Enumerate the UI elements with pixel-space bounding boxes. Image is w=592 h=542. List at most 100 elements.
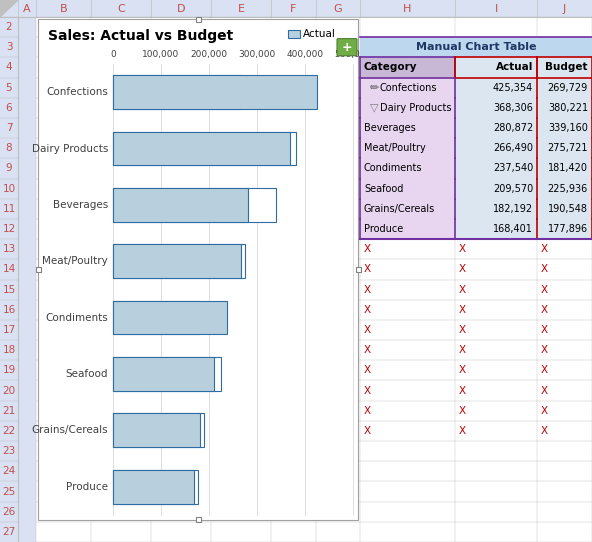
Text: Condiments: Condiments — [364, 164, 423, 173]
Bar — [455, 78, 537, 98]
Bar — [455, 98, 537, 118]
Text: Dairy Products: Dairy Products — [31, 144, 108, 153]
Bar — [360, 37, 592, 57]
Text: X: X — [541, 426, 548, 436]
Text: 237,540: 237,540 — [493, 164, 533, 173]
Text: Beverages: Beverages — [53, 200, 108, 210]
Bar — [0, 421, 18, 441]
Text: X: X — [541, 285, 548, 295]
Text: H: H — [403, 3, 411, 14]
Bar — [0, 0, 592, 17]
Bar — [360, 138, 455, 158]
Bar — [360, 78, 455, 98]
Bar — [0, 178, 18, 199]
Text: X: X — [364, 365, 371, 376]
Bar — [38, 19, 358, 520]
Bar — [0, 219, 18, 239]
Text: ✏: ✏ — [369, 83, 379, 93]
Bar — [113, 470, 194, 504]
Text: X: X — [459, 305, 466, 315]
Text: 209,570: 209,570 — [493, 184, 533, 193]
Text: Grains/Cereals: Grains/Cereals — [364, 204, 435, 214]
Text: 12: 12 — [2, 224, 15, 234]
Text: G: G — [334, 3, 342, 14]
Text: X: X — [459, 365, 466, 376]
Text: 168,401: 168,401 — [493, 224, 533, 234]
Bar — [537, 78, 592, 98]
Text: +: + — [342, 41, 352, 54]
Bar — [0, 501, 18, 522]
Bar — [455, 199, 537, 219]
Bar — [360, 118, 455, 138]
Text: 23: 23 — [2, 446, 15, 456]
Text: 0: 0 — [110, 50, 116, 59]
Bar — [195, 517, 201, 522]
Text: 7: 7 — [6, 123, 12, 133]
Text: 269,729: 269,729 — [548, 83, 588, 93]
Text: 19: 19 — [2, 365, 15, 376]
Bar — [0, 380, 18, 401]
Bar — [113, 132, 295, 165]
Text: X: X — [364, 244, 371, 254]
Bar — [537, 57, 592, 78]
Text: 24: 24 — [2, 466, 15, 476]
Text: 280,872: 280,872 — [493, 123, 533, 133]
Bar — [0, 300, 18, 320]
Bar — [0, 138, 18, 158]
Text: Condiments: Condiments — [45, 313, 108, 322]
Text: X: X — [541, 406, 548, 416]
Bar — [113, 132, 290, 165]
Text: 18: 18 — [2, 345, 15, 355]
Bar — [537, 118, 592, 138]
Bar — [36, 267, 40, 272]
Text: X: X — [459, 385, 466, 396]
Bar — [360, 178, 455, 199]
Text: 225,936: 225,936 — [548, 184, 588, 193]
Bar — [0, 280, 18, 300]
Text: X: X — [364, 426, 371, 436]
Text: X: X — [541, 264, 548, 274]
Text: X: X — [364, 406, 371, 416]
Text: Dairy Products: Dairy Products — [380, 103, 452, 113]
Text: 3: 3 — [6, 42, 12, 52]
Bar — [113, 244, 241, 278]
Bar — [537, 158, 592, 178]
Text: 11: 11 — [2, 204, 15, 214]
Text: X: X — [459, 406, 466, 416]
Bar — [113, 301, 227, 334]
Bar — [113, 75, 243, 109]
Text: X: X — [364, 345, 371, 355]
Text: Produce: Produce — [364, 224, 403, 234]
Bar — [0, 259, 18, 280]
Text: B: B — [60, 3, 67, 14]
Text: 177,896: 177,896 — [548, 224, 588, 234]
Bar — [0, 57, 18, 78]
Bar — [0, 199, 18, 219]
Text: X: X — [541, 325, 548, 335]
Bar — [0, 158, 18, 178]
Text: X: X — [459, 426, 466, 436]
Text: 300,000: 300,000 — [239, 50, 276, 59]
Text: X: X — [459, 325, 466, 335]
Text: X: X — [459, 345, 466, 355]
FancyBboxPatch shape — [337, 38, 357, 56]
Text: 266,490: 266,490 — [493, 143, 533, 153]
Text: Seafood: Seafood — [66, 369, 108, 379]
Bar — [0, 481, 18, 501]
Bar — [113, 244, 245, 278]
Bar — [455, 158, 537, 178]
Bar — [113, 357, 214, 391]
Text: X: X — [364, 305, 371, 315]
Text: 400,000: 400,000 — [287, 50, 324, 59]
Text: X: X — [541, 305, 548, 315]
Text: 4: 4 — [6, 62, 12, 73]
Bar — [360, 57, 455, 78]
Bar — [360, 158, 455, 178]
Bar — [455, 219, 537, 239]
Text: 339,160: 339,160 — [548, 123, 588, 133]
Text: F: F — [290, 3, 297, 14]
Text: 13: 13 — [2, 244, 15, 254]
Bar — [360, 199, 455, 219]
Text: J: J — [563, 3, 566, 14]
Text: Sales: Actual vs Budget: Sales: Actual vs Budget — [48, 29, 233, 43]
